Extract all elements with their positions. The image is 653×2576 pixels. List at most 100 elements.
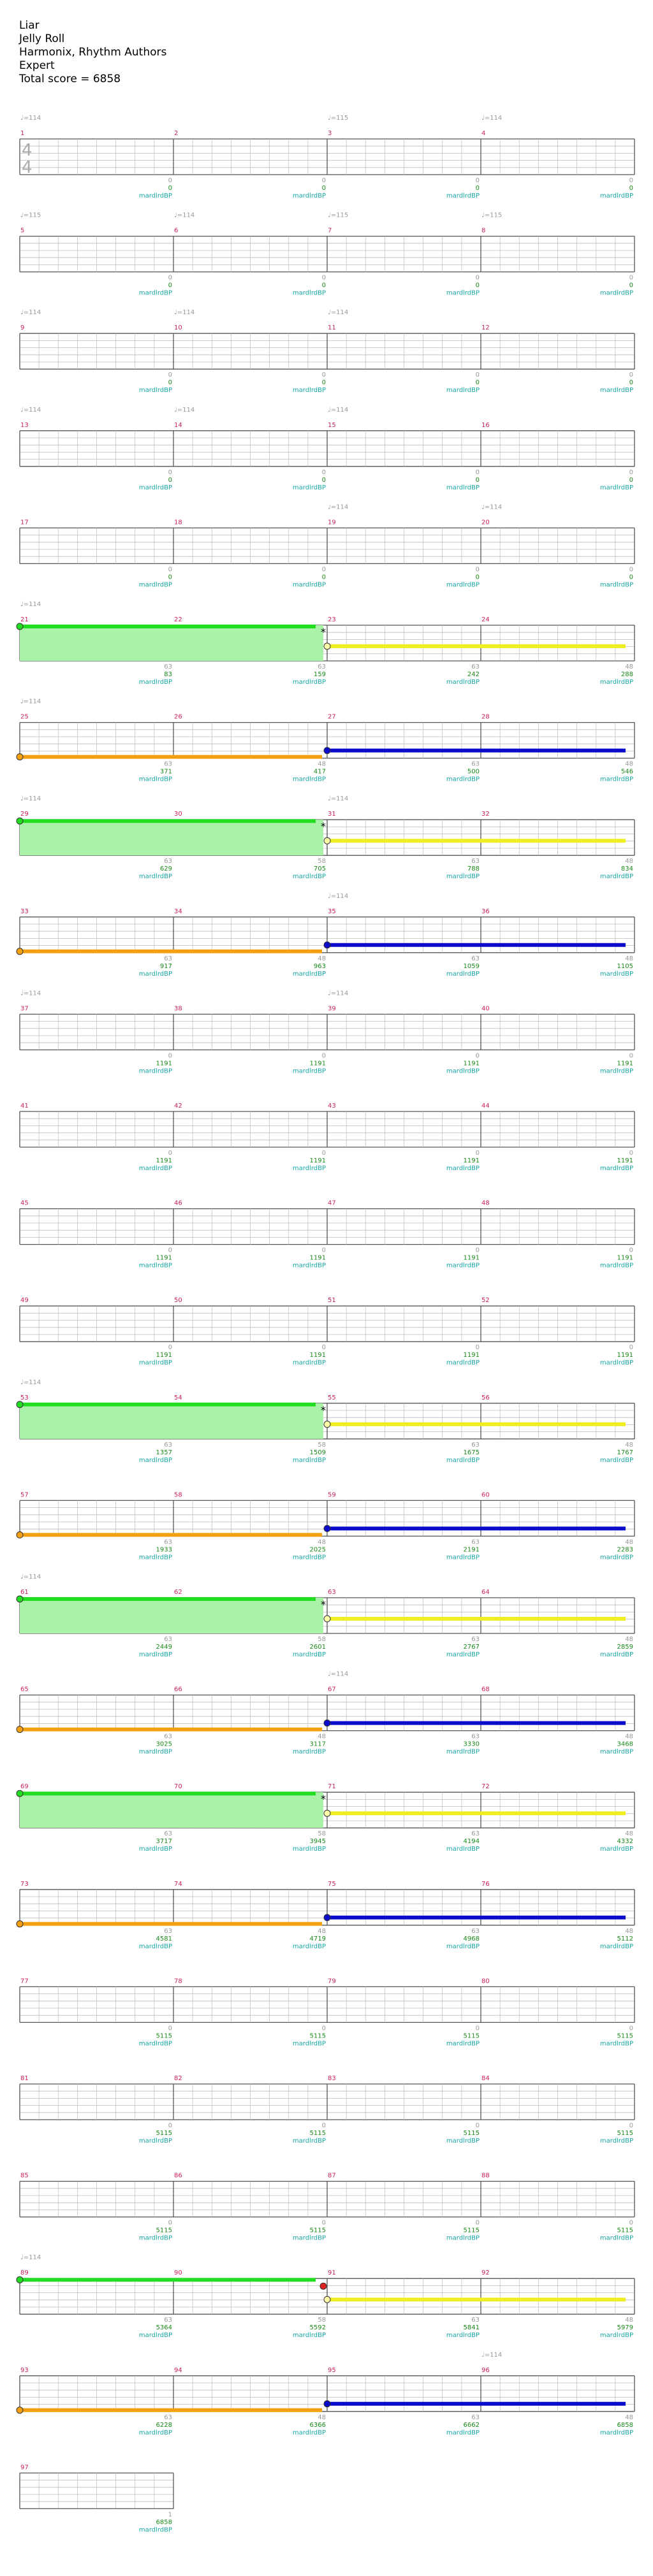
measure-note-count: 0: [322, 2025, 326, 2032]
staff-row-24: [16, 2375, 635, 2414]
measure-number: 83: [328, 2075, 336, 2082]
measure-number: 90: [174, 2269, 182, 2276]
measure-score: 5115: [617, 2130, 633, 2137]
overdrive-region: [20, 1403, 323, 1439]
measure-note-count: 48: [625, 761, 633, 768]
measure-score: 1191: [617, 1157, 633, 1164]
tempo-marker: ♩=114: [20, 407, 41, 414]
measure-note-count: 58: [318, 1830, 326, 1837]
measure-number: 43: [328, 1103, 336, 1110]
measure-number: 74: [174, 1881, 182, 1888]
measure-score: 5115: [617, 2227, 633, 2234]
measure-score: 834: [621, 865, 633, 872]
measure-score: 5115: [464, 2032, 480, 2039]
measure-note-count: 0: [629, 177, 633, 184]
measure-score: 0: [322, 477, 326, 484]
measure-note-count: 0: [476, 2220, 480, 2227]
song-charter: Harmonix, Rhythm Authors: [19, 46, 167, 59]
overdrive-star: *: [321, 820, 326, 832]
multiplier-label: mardlrdBP: [600, 1554, 633, 1561]
measure-number: 26: [174, 714, 182, 721]
multiplier-label: mardlrdBP: [446, 2040, 480, 2047]
measure-score: 0: [168, 282, 172, 289]
measure-number: 50: [174, 1297, 182, 1304]
measure-number: 27: [328, 714, 336, 721]
measure-number: 10: [174, 324, 182, 331]
measure-note-count: 0: [629, 2025, 633, 2032]
measure-score: 417: [314, 769, 326, 776]
staff-row-13: [19, 1305, 635, 1342]
measure-number: 54: [174, 1394, 182, 1401]
green-note: [16, 1401, 24, 1408]
staff-row-18: [16, 1790, 635, 1828]
multiplier-label: mardlrdBP: [139, 1263, 172, 1270]
multiplier-label: mardlrdBP: [293, 1651, 326, 1658]
measure-note-count: 0: [476, 1247, 480, 1254]
measure-number: 6: [174, 228, 178, 235]
measure-score: 5115: [617, 2032, 633, 2039]
measure-score: 5115: [156, 2130, 172, 2137]
measure-number: 32: [481, 811, 490, 818]
measure-number: 80: [481, 1978, 490, 1985]
multiplier-label: mardlrdBP: [139, 2235, 172, 2242]
measure-note-count: 63: [164, 1928, 172, 1935]
measure-number: 68: [481, 1686, 490, 1693]
measure-score: 1191: [464, 1060, 480, 1067]
multiplier-label: mardlrdBP: [600, 1846, 633, 1853]
measure-score: 5364: [156, 2324, 172, 2331]
multiplier-label: mardlrdBP: [600, 1943, 633, 1950]
multiplier-label: mardlrdBP: [293, 776, 326, 783]
multiplier-label: mardlrdBP: [139, 2526, 172, 2533]
red-note: [319, 2282, 327, 2290]
measure-score: 1509: [310, 1449, 326, 1456]
measure-score: 0: [476, 185, 480, 192]
staff-row-2: [19, 235, 635, 273]
measure-score: 83: [164, 671, 172, 678]
multiplier-label: mardlrdBP: [600, 2040, 633, 2047]
measure-score: 0: [168, 477, 172, 484]
tempo-marker: ♩=115: [328, 212, 348, 219]
orange-note: [16, 1920, 24, 1928]
measure-score: 4581: [156, 1936, 172, 1943]
measure-number: 72: [481, 1783, 490, 1790]
measure-note-count: 0: [476, 2025, 480, 2032]
multiplier-label: mardlrdBP: [446, 290, 480, 297]
tempo-marker: ♩=114: [481, 503, 502, 510]
tempo-marker: ♩=114: [20, 698, 41, 706]
measure-score: 1357: [156, 1449, 172, 1456]
multiplier-label: mardlrdBP: [600, 1749, 633, 1756]
multiplier-label: mardlrdBP: [446, 2429, 480, 2436]
yellow-note: [323, 1809, 331, 1817]
measure-note-count: 0: [629, 2122, 633, 2129]
multiplier-label: mardlrdBP: [139, 1943, 172, 1950]
measure-score: 1675: [464, 1449, 480, 1456]
measure-note-count: 0: [629, 1247, 633, 1254]
measure-score: 3468: [617, 1741, 633, 1748]
tempo-marker: ♩=114: [20, 1379, 41, 1386]
measure-score: 963: [314, 963, 326, 970]
measure-note-count: 0: [629, 566, 633, 573]
measure-number: 35: [328, 908, 336, 915]
measure-note-count: 63: [471, 1733, 480, 1740]
measure-score: 5841: [464, 2324, 480, 2331]
tempo-marker: ♩=114: [20, 990, 41, 997]
multiplier-label: mardlrdBP: [446, 581, 480, 588]
measure-note-count: 63: [164, 1442, 172, 1449]
blue-note: [323, 1914, 331, 1921]
multiplier-label: mardlrdBP: [139, 2332, 172, 2339]
measure-note-count: 48: [625, 1538, 633, 1545]
measure-score: 500: [467, 769, 480, 776]
measure-note-count: 0: [168, 1150, 172, 1157]
measure-note-count: 63: [164, 955, 172, 962]
multiplier-label: mardlrdBP: [139, 290, 172, 297]
yellow-note: [323, 1421, 331, 1428]
measure-note-count: 0: [322, 177, 326, 184]
measure-score: 1191: [156, 1060, 172, 1067]
measure-score: 788: [467, 865, 480, 872]
multiplier-label: mardlrdBP: [600, 484, 633, 491]
measure-number: 61: [20, 1589, 29, 1596]
song-artist: Jelly Roll: [19, 33, 65, 45]
tempo-marker: ♩=115: [481, 212, 502, 219]
measure-score: 0: [476, 574, 480, 581]
multiplier-label: mardlrdBP: [600, 1457, 633, 1464]
